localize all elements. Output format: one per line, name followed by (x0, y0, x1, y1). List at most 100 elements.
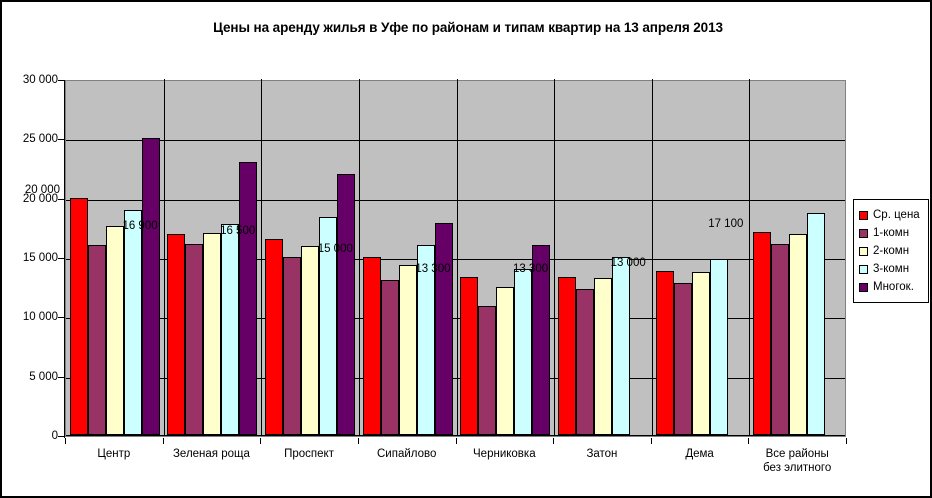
x-axis-tick-mark (846, 438, 847, 444)
category-separator (652, 79, 653, 435)
legend-label: 3-комн (873, 263, 910, 275)
legend-color-swatch (859, 246, 868, 256)
x-axis-tick-mark (358, 438, 359, 444)
bar-value-label: 13 000 (610, 257, 646, 270)
bar (141, 138, 160, 435)
bar (265, 239, 284, 435)
bar (434, 223, 453, 435)
bar (380, 280, 399, 435)
x-axis-category-label: Проспект (284, 448, 334, 460)
x-axis-category-label: Зеленая роща (172, 448, 250, 460)
bar (239, 162, 258, 435)
bar-group (362, 79, 453, 435)
x-axis-category-label: Все районы без элитного (763, 448, 832, 474)
category-separator (261, 79, 262, 435)
category-separator (164, 79, 165, 435)
bar (362, 257, 381, 435)
legend-item: Ср. цена (859, 206, 924, 224)
bar (221, 224, 240, 435)
bar (105, 226, 124, 435)
x-axis-category-label: Затон (586, 448, 618, 460)
bar-value-label: 16 900 (122, 220, 158, 233)
bar (709, 259, 728, 435)
bar (673, 283, 692, 435)
y-axis-tick-mark (58, 198, 65, 200)
y-axis-tick-mark (58, 436, 65, 437)
x-axis-line (66, 435, 845, 436)
bar (319, 217, 338, 435)
bar-group (557, 79, 648, 435)
bar (123, 210, 142, 435)
chart-legend: Ср. цена 1-комн 2-комн 3-комн Многок. (853, 199, 929, 303)
legend-label: 1-комн (873, 227, 910, 239)
x-axis-tick-mark (651, 438, 652, 444)
bar (337, 174, 356, 435)
bar (514, 269, 533, 435)
x-axis-category-label: Черниковка (473, 448, 536, 460)
chart-title: Цены на аренду жилья в Уфе по районам и … (213, 20, 723, 35)
x-axis-category-label: Центр (97, 448, 131, 460)
bar-group (69, 79, 160, 435)
gridline (66, 140, 845, 142)
gridline (66, 318, 845, 320)
legend-label: Многок. (873, 281, 914, 293)
legend-item: Многок. (859, 278, 924, 296)
y-axis-tick-label: 30 000 (22, 74, 58, 86)
bar-group (460, 79, 551, 435)
x-axis-tick-mark (260, 438, 261, 444)
bar (753, 232, 772, 435)
gridline (66, 377, 845, 379)
bar (789, 234, 808, 435)
legend-label: Ср. цена (873, 209, 920, 221)
y-axis-tick-mark (58, 376, 65, 378)
y-axis-line (64, 80, 65, 438)
bar-group (753, 79, 843, 435)
legend-color-swatch (859, 228, 868, 238)
bar (691, 272, 710, 435)
x-axis-tick-mark (163, 438, 164, 444)
legend-item: 2-комн (859, 242, 924, 260)
gridline (66, 259, 845, 260)
bar (87, 245, 106, 435)
bar (496, 287, 515, 435)
y-axis-tick-label: 0 (51, 430, 58, 442)
bar-group (265, 79, 356, 435)
category-separator (554, 79, 555, 435)
bar-group (655, 79, 746, 435)
bar-value-label: 17 100 (708, 218, 744, 231)
x-axis-category-label: Сипайлово (376, 448, 437, 460)
bar (557, 277, 576, 435)
bar (611, 257, 630, 435)
legend-item: 3-комн (859, 260, 924, 278)
bar (283, 257, 302, 435)
legend-color-swatch (859, 264, 868, 274)
bar (655, 271, 674, 435)
bar (575, 289, 594, 435)
bar (807, 213, 826, 435)
bar-group (167, 79, 258, 435)
y-axis-labels: 30 000 25 000 20 000 15 000 10 000 5 000 0 (2, 2, 58, 496)
category-separator (749, 79, 750, 435)
bar (771, 244, 790, 435)
bar (69, 198, 88, 435)
bar-value-label: 16 500 (220, 225, 256, 238)
bar (532, 245, 551, 435)
bar-value-label: 13 300 (512, 263, 549, 276)
category-separator (457, 79, 458, 435)
y-axis-tick-label: 25 000 (22, 133, 58, 146)
y-axis-tick-mark (58, 80, 65, 81)
legend-label: 2-комн (873, 245, 910, 257)
bar-value-label: 15 000 (317, 243, 353, 255)
legend-item: 1-комн (859, 224, 924, 242)
bar-value-label: 20 000 (24, 183, 60, 196)
bar (301, 246, 320, 435)
bar-value-label: 13 300 (415, 263, 451, 276)
legend-color-swatch (859, 282, 868, 292)
y-axis-tick-mark (58, 317, 65, 319)
bar (593, 278, 612, 435)
y-axis-tick-label: 15 000 (22, 252, 58, 264)
y-axis-tick-mark (58, 139, 65, 141)
y-axis-tick-label: 5 000 (29, 370, 58, 383)
y-axis-tick-mark (58, 258, 65, 259)
bar (167, 234, 186, 435)
